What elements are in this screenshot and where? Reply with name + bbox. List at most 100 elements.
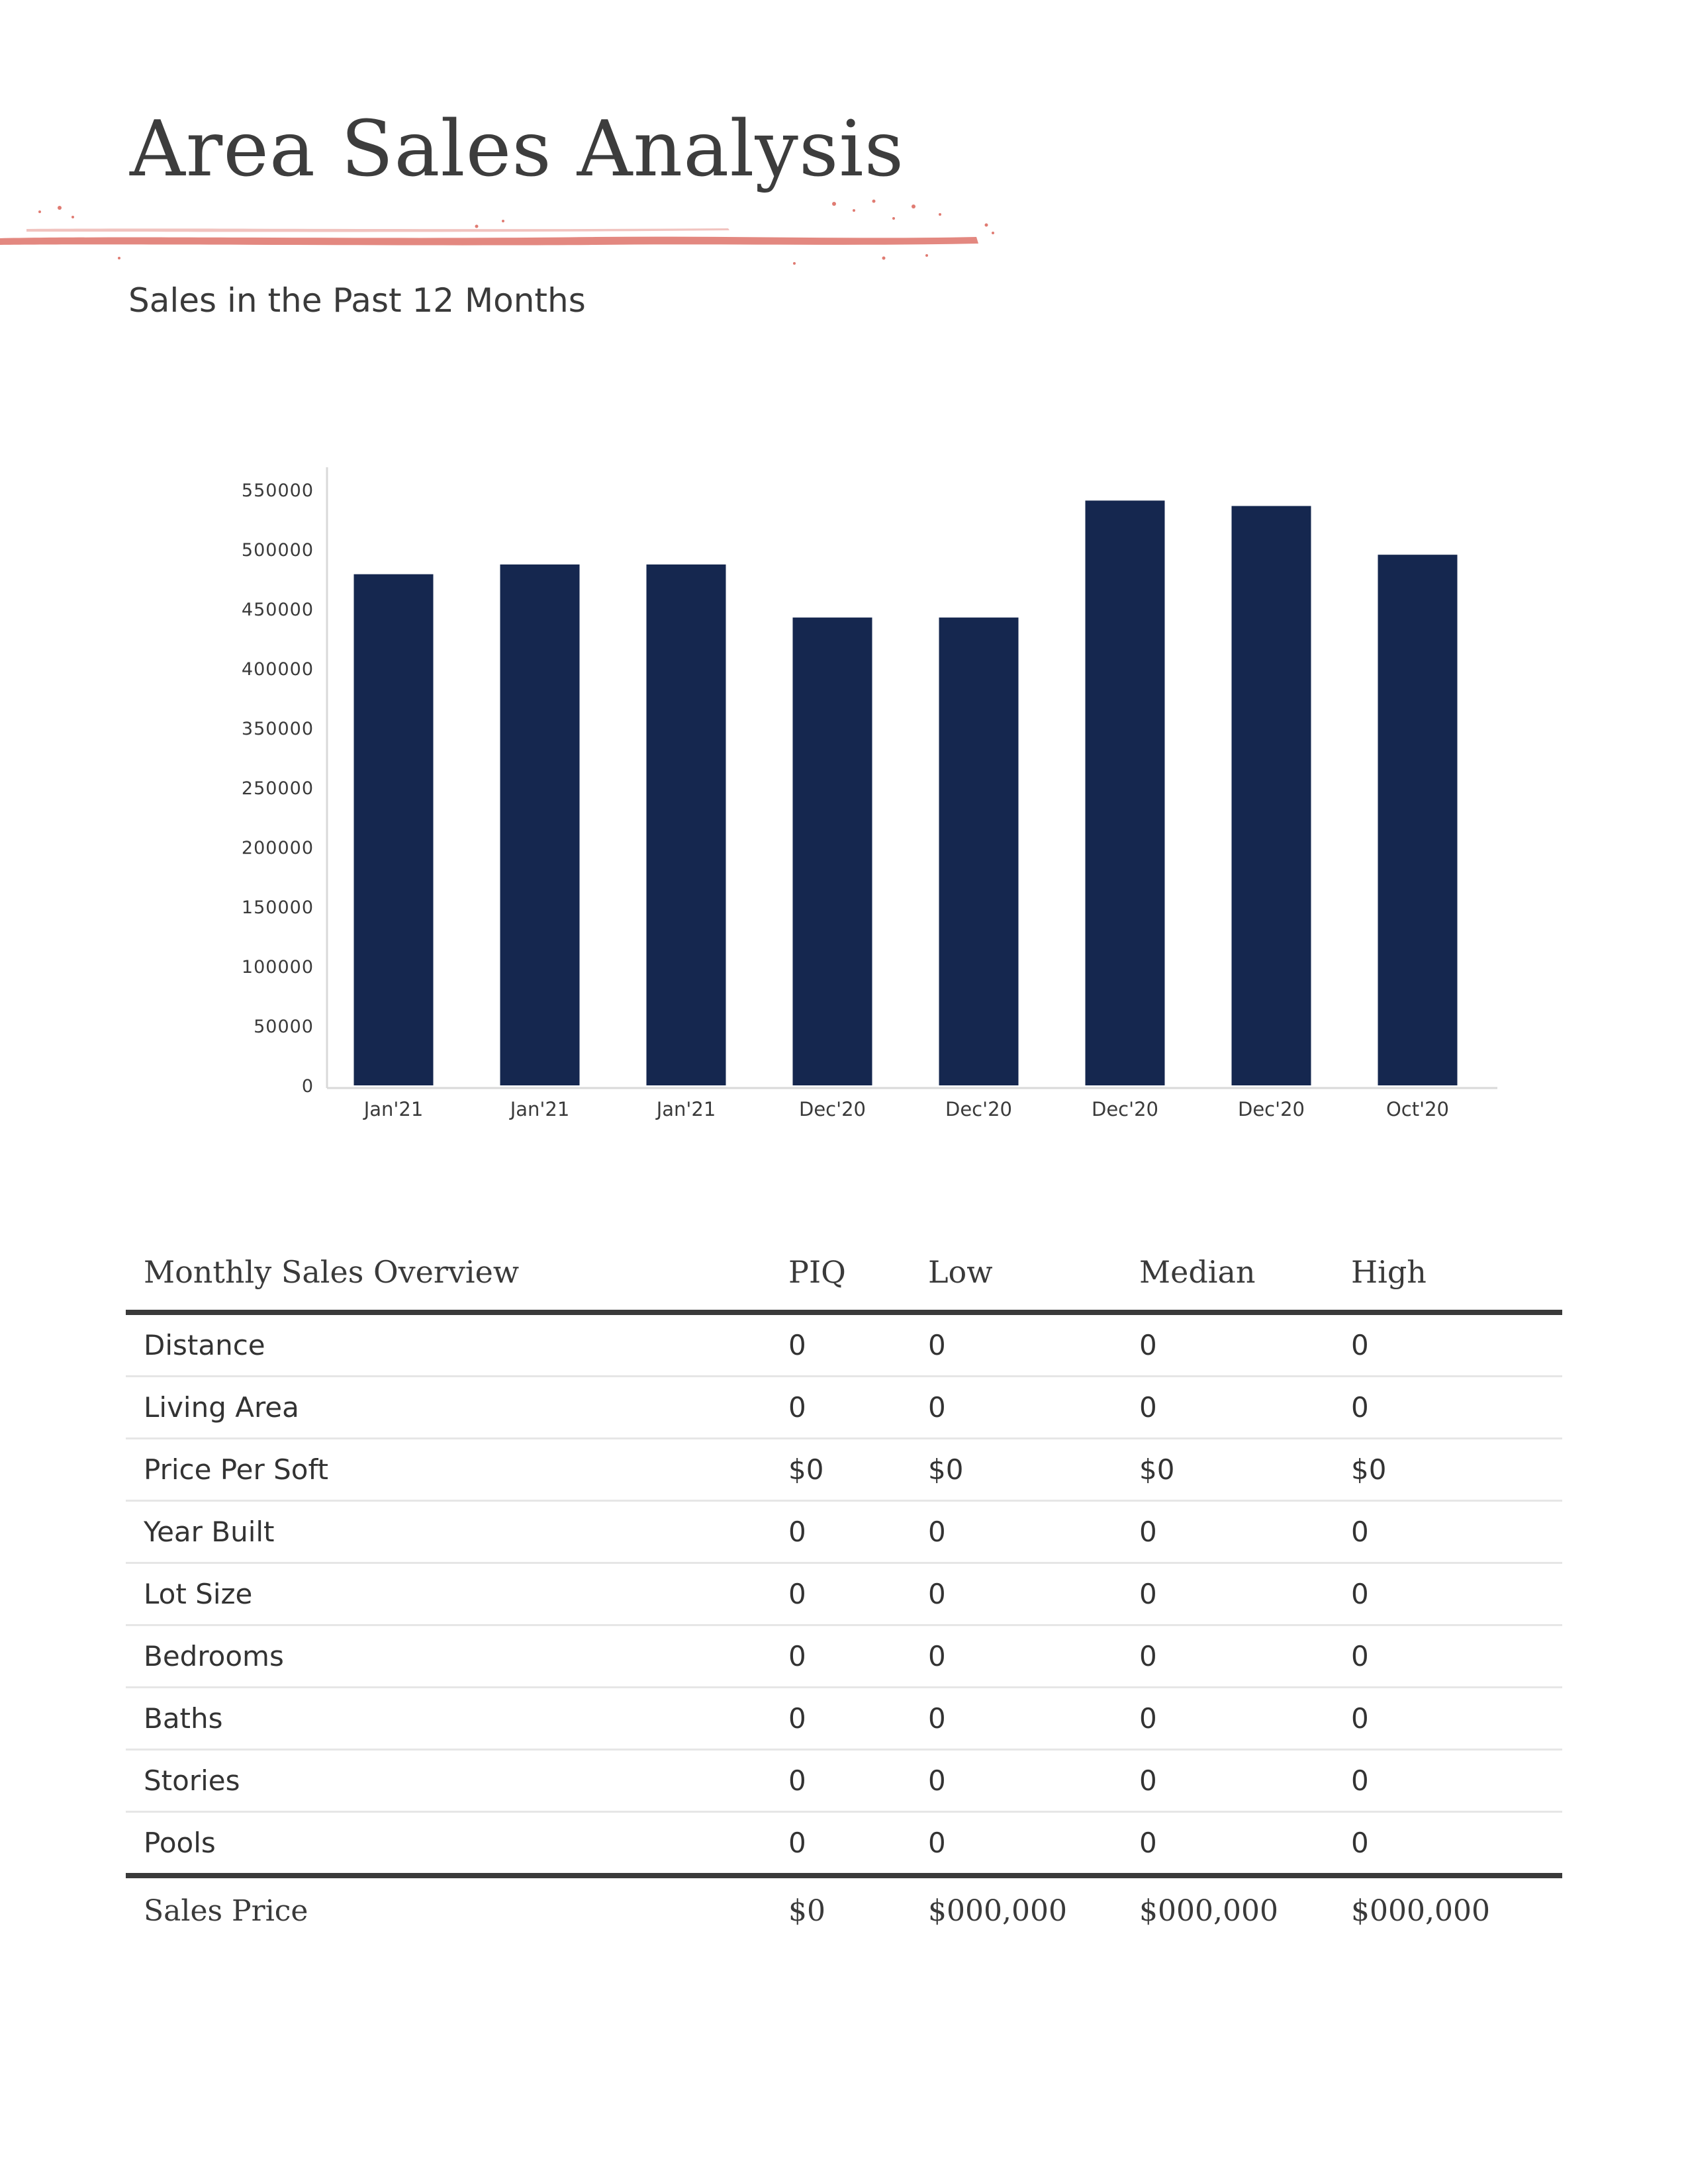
x-tick-label: Jan'21	[655, 1098, 716, 1120]
table-cell-median: 0	[1139, 1764, 1157, 1797]
table-cell-label: Lot Size	[144, 1578, 253, 1610]
table-cell-high: 0	[1351, 1702, 1369, 1735]
table-cell-high: 0	[1351, 1391, 1369, 1424]
table-cell-label: Pools	[144, 1827, 216, 1859]
bar	[500, 564, 580, 1085]
table-cell-median: 0	[1139, 1329, 1157, 1361]
x-tick-label: Dec'20	[1238, 1098, 1305, 1120]
y-tick-label: 450000	[242, 600, 314, 620]
table-row: Stories 0 0 0 0	[126, 1751, 1562, 1813]
sales-price-row: Sales Price $0 $000,000 $000,000 $000,00…	[126, 1878, 1562, 1944]
column-header-low: Low	[928, 1254, 993, 1290]
x-tick-label: Jan'21	[509, 1098, 570, 1120]
y-tick-label: 250000	[242, 778, 314, 799]
y-tick-label: 150000	[242, 897, 314, 918]
table-row: Baths 0 0 0 0	[126, 1688, 1562, 1751]
table-cell-median: 0	[1139, 1827, 1157, 1859]
x-tick-label: Dec'20	[1092, 1098, 1158, 1120]
x-axis-ticks: Jan'21 Jan'21 Jan'21 Dec'20 Dec'20 Dec'20 Dec'…	[363, 1098, 1449, 1120]
table-cell-label: Year Built	[144, 1516, 275, 1548]
table-cell-piq: 0	[788, 1516, 806, 1548]
table-body: Distance 0 0 0 0 Living Area 0 0 0 0 Price Per Sof…	[126, 1315, 1562, 1878]
x-tick-label: Dec'20	[799, 1098, 866, 1120]
table-cell-low: 0	[928, 1702, 946, 1735]
column-header-category: Monthly Sales Overview	[144, 1254, 520, 1290]
bar	[939, 617, 1019, 1085]
table-cell-high: 0	[1351, 1516, 1369, 1548]
table-cell-piq: 0	[788, 1578, 806, 1610]
column-header-median: Median	[1139, 1254, 1256, 1290]
bar	[1378, 555, 1458, 1085]
bar	[1231, 506, 1311, 1085]
page-title: Area Sales Analysis	[130, 105, 905, 194]
y-tick-label: 100000	[242, 957, 314, 978]
y-tick-label: 500000	[242, 540, 314, 561]
table-row: Lot Size 0 0 0 0	[126, 1564, 1562, 1626]
table-row: Bedrooms 0 0 0 0	[126, 1626, 1562, 1688]
table-cell-median: 0	[1139, 1391, 1157, 1424]
table-row: Year Built 0 0 0 0	[126, 1502, 1562, 1564]
x-tick-label: Oct'20	[1386, 1098, 1449, 1120]
table-cell-high: 0	[1351, 1329, 1369, 1361]
y-axis-ticks: 0 50000 100000 150000 200000 250000 350000 4000…	[242, 480, 314, 1097]
brush-stroke-divider	[0, 199, 994, 265]
table-cell-piq: $0	[788, 1453, 824, 1486]
sales-price-low: $000,000	[928, 1894, 1067, 1928]
table-cell-piq: 0	[788, 1391, 806, 1424]
table-cell-low: 0	[928, 1827, 946, 1859]
table-cell-label: Stories	[144, 1764, 240, 1797]
table-cell-high: 0	[1351, 1640, 1369, 1672]
sales-price-piq: $0	[788, 1894, 825, 1928]
table-cell-high: 0	[1351, 1827, 1369, 1859]
y-tick-label: 200000	[242, 838, 314, 858]
y-tick-label: 550000	[242, 480, 314, 501]
bar	[792, 617, 872, 1085]
table-cell-piq: 0	[788, 1640, 806, 1672]
table-cell-median: 0	[1139, 1702, 1157, 1735]
table-cell-median: 0	[1139, 1640, 1157, 1672]
x-tick-label: Dec'20	[945, 1098, 1012, 1120]
table-cell-low: 0	[928, 1578, 946, 1610]
table-header-row: Monthly Sales Overview PIQ Low Median Hi…	[126, 1241, 1562, 1315]
x-tick-label: Jan'21	[363, 1098, 424, 1120]
table-cell-low: 0	[928, 1516, 946, 1548]
bar	[1085, 500, 1165, 1085]
bar-series	[353, 500, 1458, 1085]
table-cell-high: 0	[1351, 1764, 1369, 1797]
table-cell-label: Living Area	[144, 1391, 299, 1424]
y-tick-label: 50000	[254, 1017, 314, 1037]
table-cell-low: 0	[928, 1329, 946, 1361]
table-row: Distance 0 0 0 0	[126, 1315, 1562, 1377]
table-cell-low: 0	[928, 1640, 946, 1672]
table-cell-label: Baths	[144, 1702, 223, 1735]
table-row: Living Area 0 0 0 0	[126, 1377, 1562, 1439]
sales-price-median: $000,000	[1139, 1894, 1278, 1928]
table-cell-low: $0	[928, 1453, 964, 1486]
table-cell-low: 0	[928, 1764, 946, 1797]
table-cell-label: Price Per Soft	[144, 1453, 328, 1486]
table-cell-piq: 0	[788, 1329, 806, 1361]
table-cell-low: 0	[928, 1391, 946, 1424]
table-cell-high: 0	[1351, 1578, 1369, 1610]
table-row: Pools 0 0 0 0	[126, 1813, 1562, 1878]
bar	[646, 564, 726, 1085]
table-cell-label: Bedrooms	[144, 1640, 284, 1672]
bar	[353, 574, 434, 1085]
table-cell-median: $0	[1139, 1453, 1175, 1486]
table-cell-piq: 0	[788, 1764, 806, 1797]
page-subtitle: Sales in the Past 12 Months	[128, 281, 586, 320]
table-cell-piq: 0	[788, 1702, 806, 1735]
monthly-sales-overview-table: Monthly Sales Overview PIQ Low Median Hi…	[126, 1241, 1562, 1944]
column-header-high: High	[1351, 1254, 1427, 1290]
table-cell-high: $0	[1351, 1453, 1387, 1486]
table-cell-piq: 0	[788, 1827, 806, 1859]
table-row: Price Per Soft $0 $0 $0 $0	[126, 1439, 1562, 1502]
sales-price-high: $000,000	[1351, 1894, 1490, 1928]
sales-bar-chart: 0 50000 100000 150000 200000 250000 350000 4000…	[242, 467, 1497, 1120]
y-tick-label: 400000	[242, 659, 314, 680]
y-tick-label: 350000	[242, 719, 314, 739]
table-cell-label: Distance	[144, 1329, 265, 1361]
sales-price-label: Sales Price	[144, 1894, 308, 1928]
column-header-piq: PIQ	[788, 1254, 846, 1290]
table-cell-median: 0	[1139, 1578, 1157, 1610]
